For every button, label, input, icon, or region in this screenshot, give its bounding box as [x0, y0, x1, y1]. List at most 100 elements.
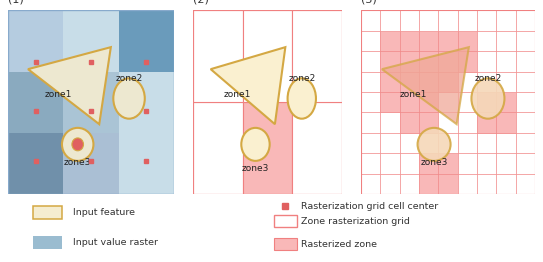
Polygon shape: [382, 47, 469, 124]
Bar: [419, 51, 438, 72]
Text: Input feature: Input feature: [73, 208, 135, 217]
Bar: [361, 112, 381, 133]
Bar: [381, 72, 400, 92]
Bar: [274, 238, 297, 250]
Bar: [477, 51, 496, 72]
Ellipse shape: [113, 78, 145, 119]
Bar: [361, 173, 381, 194]
Bar: [458, 72, 477, 92]
Text: Rasterization grid cell center: Rasterization grid cell center: [301, 202, 439, 211]
Bar: [292, 10, 342, 102]
Bar: [496, 112, 515, 133]
Bar: [438, 31, 458, 51]
Bar: [458, 31, 477, 51]
Bar: [515, 10, 535, 31]
Bar: [193, 10, 243, 102]
Bar: [193, 102, 243, 194]
Bar: [515, 173, 535, 194]
Bar: [438, 133, 458, 153]
Bar: [400, 112, 419, 133]
Bar: [477, 112, 496, 133]
Bar: [419, 72, 438, 92]
Bar: [438, 51, 458, 72]
Bar: [419, 153, 438, 173]
Bar: [274, 215, 297, 227]
Bar: [381, 112, 400, 133]
Bar: [496, 51, 515, 72]
Bar: [118, 10, 174, 72]
Bar: [496, 92, 515, 112]
Text: (3): (3): [361, 0, 377, 5]
Bar: [438, 153, 458, 173]
Bar: [515, 72, 535, 92]
Bar: [243, 102, 292, 194]
Bar: [419, 31, 438, 51]
Bar: [400, 92, 419, 112]
Bar: [64, 10, 118, 72]
Ellipse shape: [62, 128, 93, 161]
Ellipse shape: [418, 128, 451, 161]
Bar: [496, 10, 515, 31]
Bar: [477, 92, 496, 112]
Bar: [496, 133, 515, 153]
Bar: [33, 236, 62, 249]
Ellipse shape: [72, 138, 84, 151]
Bar: [400, 10, 419, 31]
Bar: [515, 153, 535, 173]
Bar: [381, 153, 400, 173]
Bar: [381, 51, 400, 72]
Bar: [458, 51, 477, 72]
Bar: [496, 173, 515, 194]
Bar: [381, 173, 400, 194]
Bar: [292, 102, 342, 194]
Bar: [496, 153, 515, 173]
Bar: [361, 133, 381, 153]
Bar: [477, 72, 496, 92]
Bar: [477, 173, 496, 194]
Text: zone2: zone2: [288, 74, 315, 83]
Text: zone3: zone3: [420, 158, 448, 167]
Bar: [8, 10, 64, 72]
Text: (1): (1): [8, 0, 24, 5]
Text: (2): (2): [193, 0, 209, 5]
Bar: [477, 153, 496, 173]
Bar: [361, 31, 381, 51]
Bar: [400, 31, 419, 51]
Bar: [438, 92, 458, 112]
Bar: [477, 10, 496, 31]
Bar: [8, 72, 64, 133]
Bar: [458, 10, 477, 31]
Bar: [477, 133, 496, 153]
Text: zone1: zone1: [44, 90, 72, 99]
Text: zone3: zone3: [242, 164, 269, 173]
Ellipse shape: [288, 78, 316, 119]
Bar: [496, 31, 515, 51]
Text: Zone rasterization grid: Zone rasterization grid: [301, 217, 411, 226]
Bar: [458, 92, 477, 112]
Bar: [118, 72, 174, 133]
Bar: [438, 173, 458, 194]
Bar: [515, 112, 535, 133]
Bar: [458, 112, 477, 133]
Bar: [419, 133, 438, 153]
Bar: [361, 51, 381, 72]
Bar: [8, 133, 64, 194]
Polygon shape: [28, 47, 111, 124]
Bar: [515, 51, 535, 72]
Text: Input value raster: Input value raster: [73, 238, 159, 247]
Bar: [381, 133, 400, 153]
Text: zone2: zone2: [475, 74, 502, 83]
Bar: [400, 133, 419, 153]
Bar: [477, 31, 496, 51]
Polygon shape: [211, 47, 286, 124]
Bar: [515, 92, 535, 112]
Bar: [419, 173, 438, 194]
Bar: [381, 31, 400, 51]
Bar: [64, 72, 118, 133]
Text: zone2: zone2: [116, 74, 143, 83]
Bar: [438, 10, 458, 31]
Bar: [243, 10, 292, 102]
Bar: [400, 173, 419, 194]
Bar: [515, 31, 535, 51]
Text: zone1: zone1: [224, 90, 251, 99]
